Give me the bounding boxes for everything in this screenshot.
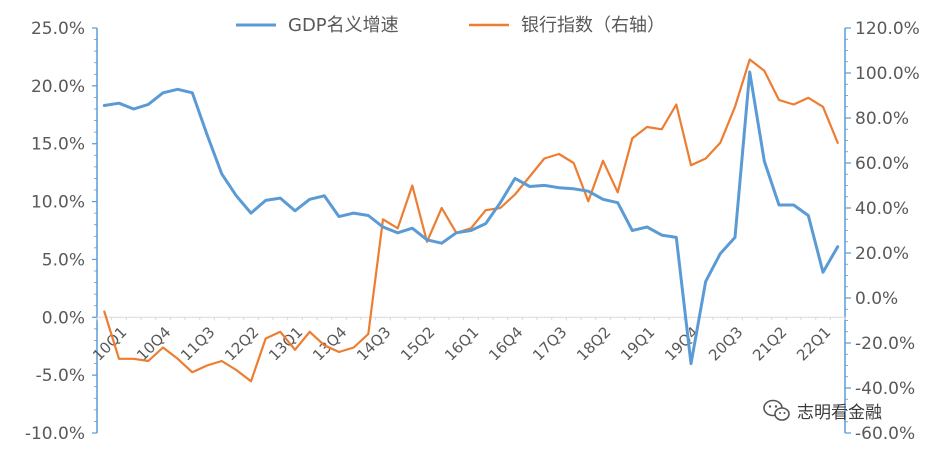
x-tick-label: 19Q1 [617, 323, 658, 364]
x-tick-label: 21Q2 [749, 323, 790, 364]
x-tick-label: 17Q3 [529, 323, 570, 364]
series-group [102, 58, 840, 383]
x-tick-label: 15Q2 [397, 323, 438, 364]
left-tick-label: 25.0% [31, 19, 85, 39]
right-tick-label: 0.0% [855, 289, 898, 309]
legend-label: 银行指数（右轴） [521, 15, 665, 36]
x-tick-label: 16Q1 [441, 323, 482, 364]
x-tick-label: 10Q4 [133, 323, 174, 364]
left-tick-label: 20.0% [31, 77, 85, 97]
x-tick-label: 11Q3 [177, 323, 218, 364]
right-tick-label: 120.0% [855, 19, 920, 39]
wechat-icon [763, 399, 790, 421]
x-tick-label: 20Q3 [705, 323, 746, 364]
x-tick-label: 18Q2 [573, 323, 614, 364]
right-tick-label: 80.0% [855, 109, 909, 129]
right-tick-label: 20.0% [855, 244, 909, 264]
legend-label: GDP名义增速 [288, 15, 399, 36]
x-axis-labels: 10Q1 10Q4 11Q3 12Q2 13Q1 13Q4 14Q3 15Q2 16Q1 16Q4… [89, 323, 834, 364]
axes: -10.0% -5.0% 0.0% 5.0% 10.0% 15.0% 20.0% 25.0% -… [25, 19, 920, 444]
left-tick-label: 5.0% [42, 250, 85, 270]
legend: GDP名义增速 银行指数（右轴） [236, 15, 665, 36]
right-tick-label: -60.0% [855, 424, 915, 444]
left-tick-label: -10.0% [25, 424, 85, 444]
series-bank-index-line [103, 58, 839, 383]
left-tick-label: 0.0% [42, 308, 85, 328]
x-tick-label: 12Q2 [221, 323, 262, 364]
left-tick-label: 15.0% [31, 135, 85, 155]
left-tick-label: -5.0% [36, 366, 85, 386]
right-tick-label: -20.0% [855, 334, 915, 354]
series-gdp-line [102, 70, 840, 366]
x-tick-label: 13Q4 [309, 323, 350, 364]
right-tick-label: -40.0% [855, 379, 915, 399]
watermark: 志明看金融 [763, 399, 882, 423]
watermark-text: 志明看金融 [797, 403, 882, 423]
right-tick-label: 100.0% [855, 64, 920, 84]
left-tick-label: 10.0% [31, 193, 85, 213]
right-tick-label: 60.0% [855, 154, 909, 174]
x-tick-label: 22Q1 [793, 323, 834, 364]
x-tick-label: 16Q4 [485, 323, 526, 364]
right-tick-label: 40.0% [855, 199, 909, 219]
